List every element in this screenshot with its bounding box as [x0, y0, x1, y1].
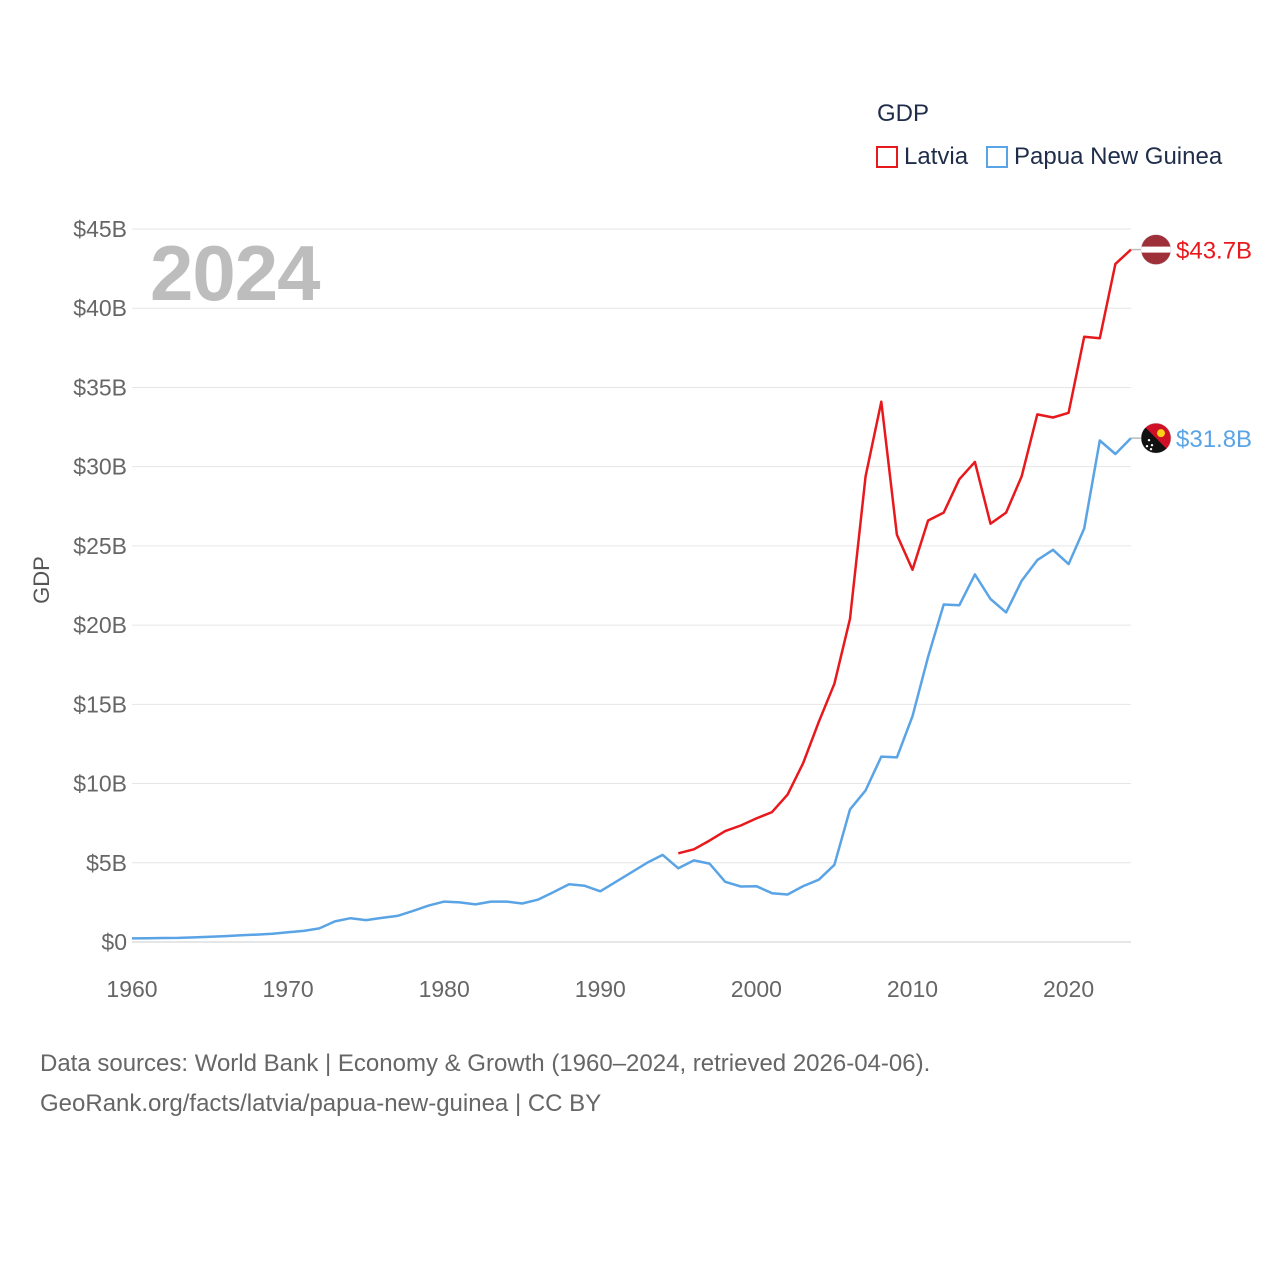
y-tick-label: $35B: [73, 374, 127, 400]
y-tick-label: $20B: [73, 612, 127, 638]
legend-label-latvia: Latvia: [904, 143, 969, 170]
y-tick-label: $10B: [73, 771, 127, 797]
series-line-papua-new-guinea[interactable]: [131, 437, 1132, 940]
papua-new-guinea-flag-icon: [1140, 422, 1172, 454]
y-tick-label: $15B: [73, 691, 127, 717]
year-label: 2024: [150, 229, 321, 317]
x-tick-label: 2020: [1043, 976, 1094, 1002]
legend-item-papua-new-guinea[interactable]: Papua New Guinea: [986, 143, 1222, 171]
x-tick-label: 1970: [263, 976, 314, 1002]
legend-swatch-papua-new-guinea: [986, 146, 1009, 168]
legend-swatch-latvia: [876, 146, 898, 168]
y-tick-label: $5B: [86, 850, 127, 876]
y-axis-label: GDP: [29, 556, 54, 604]
y-tick-label: $30B: [73, 454, 127, 480]
end-value-label-latvia: $43.7B: [1176, 238, 1252, 265]
end-value-label-papua-new-guinea: $31.8B: [1176, 426, 1252, 453]
legend: Latvia Papua New Guinea: [876, 143, 1240, 171]
y-axis-ticks: $0 $5B $10B $15B $20B $25B $30B $35B $40B $45B: [73, 216, 127, 955]
y-tick-label: $0: [101, 929, 127, 955]
legend-title: GDP: [877, 100, 930, 127]
x-tick-label: 1990: [575, 976, 626, 1002]
source-line-2[interactable]: GeoRank.org/facts/latvia/papua-new-guine…: [40, 1090, 602, 1117]
gridlines: [132, 228, 1131, 943]
legend-item-latvia[interactable]: Latvia: [876, 143, 968, 171]
source-note: Data sources: World Bank | Economy & Gro…: [40, 1044, 930, 1124]
y-tick-label: $40B: [73, 295, 127, 321]
series-line-latvia[interactable]: [677, 248, 1132, 855]
x-tick-label: 2000: [731, 976, 782, 1002]
legend-label-papua-new-guinea: Papua New Guinea: [1014, 143, 1223, 170]
x-axis-ticks: 1960 1970 1980 1990 2000 2010 2020: [106, 976, 1094, 1002]
x-tick-label: 1960: [106, 976, 157, 1002]
y-tick-label: $45B: [73, 216, 127, 242]
series-lines: [131, 248, 1132, 940]
x-tick-label: 2010: [887, 976, 938, 1002]
source-line-1: Data sources: World Bank | Economy & Gro…: [40, 1050, 931, 1077]
y-tick-label: $25B: [73, 533, 127, 559]
series-end-markers: $43.7B $31.8B: [1131, 234, 1252, 454]
x-tick-label: 1980: [419, 976, 470, 1002]
latvia-flag-icon: [1140, 234, 1172, 265]
